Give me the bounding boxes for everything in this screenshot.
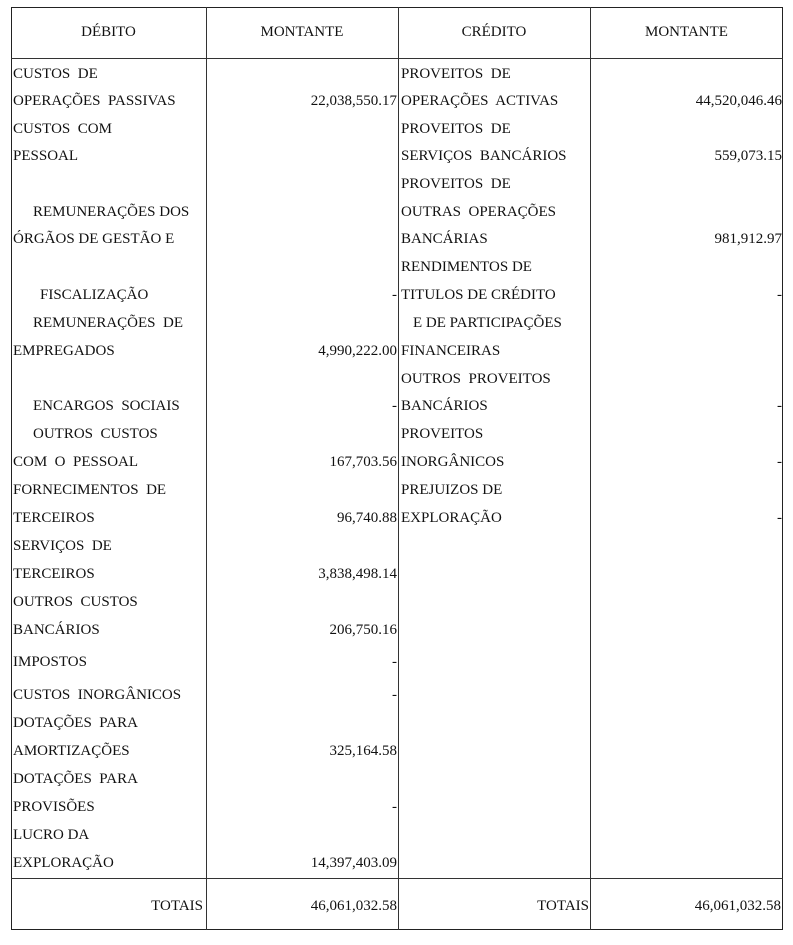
debit-item-line: CUSTOS DE	[13, 66, 98, 82]
debit-item-line: EMPREGADOS	[13, 343, 115, 359]
debit-item-line: FORNECIMENTOS DE	[13, 482, 167, 498]
account-table	[11, 7, 783, 930]
totals-divider	[11, 878, 783, 879]
credit-amount: -	[777, 287, 782, 303]
debit-item-line: REMUNERAÇÕES DE	[33, 315, 184, 331]
debit-amount: 3,838,498.14	[318, 566, 397, 582]
credit-amount: 559,073.15	[714, 148, 783, 164]
debit-item-line: SERVIÇOS DE	[13, 538, 112, 554]
debit-item-line: DOTAÇÕES PARA	[13, 771, 138, 787]
credit-item-line: BANCÁRIAS	[401, 231, 488, 247]
credit-item-line: PROVEITOS	[401, 426, 484, 442]
debit-item-line: ÓRGÃOS DE GESTÃO E	[13, 231, 175, 247]
debit-amount: -	[392, 287, 397, 303]
credit-amount: 44,520,046.46	[695, 93, 782, 109]
header-divider	[11, 58, 783, 59]
debit-item-line: CUSTOS INORGÂNICOS	[13, 687, 182, 703]
credit-item-line: EXPLORAÇÃO	[401, 510, 502, 526]
debit-item-line: OPERAÇÕES PASSIVAS	[13, 93, 176, 109]
debit-item-line: TERCEIROS	[13, 510, 95, 526]
credit-item-line: INORGÂNICOS	[401, 454, 505, 470]
debit-amount: 325,164.58	[329, 743, 398, 759]
credit-amount: -	[777, 398, 782, 414]
debit-item-line: PESSOAL	[13, 148, 79, 164]
debit-amount: 206,750.16	[329, 622, 398, 638]
credit-amount: 981,912.97	[714, 231, 783, 247]
totals-credit-label: TOTAIS	[537, 898, 589, 914]
debit-amount: 4,990,222.00	[318, 343, 397, 359]
credit-item-line: PROVEITOS DE	[401, 176, 511, 192]
credit-item-line: BANCÁRIOS	[401, 398, 488, 414]
debit-item-line: IMPOSTOS	[13, 654, 87, 670]
totals-credit-value: 46,061,032.58	[694, 898, 781, 914]
credit-item-line: TITULOS DE CRÉDITO	[401, 287, 556, 303]
credit-item-line: RENDIMENTOS DE	[401, 259, 532, 275]
credit-item-line: FINANCEIRAS	[401, 343, 501, 359]
debit-item-line: PROVISÕES	[13, 799, 95, 815]
header-debit: DÉBITO	[81, 24, 136, 40]
debit-item-line: FISCALIZAÇÃO	[40, 287, 149, 303]
header-debit-amount: MONTANTE	[260, 24, 344, 40]
credit-item-line: OUTRAS OPERAÇÕES	[401, 204, 557, 220]
debit-amount: -	[392, 799, 397, 815]
debit-amount: 22,038,550.17	[310, 93, 397, 109]
column-divider	[590, 7, 591, 930]
debit-item-line: REMUNERAÇÕES DOS	[33, 204, 190, 220]
debit-item-line: TERCEIROS	[13, 566, 95, 582]
debit-item-line: OUTROS CUSTOS	[13, 594, 138, 610]
debit-item-line: OUTROS CUSTOS	[33, 426, 158, 442]
debit-item-line: DOTAÇÕES PARA	[13, 715, 138, 731]
credit-amount: -	[777, 510, 782, 526]
debit-item-line: EXPLORAÇÃO	[13, 855, 114, 871]
credit-item-line: E DE PARTICIPAÇÕES	[413, 315, 562, 331]
debit-amount: 14,397,403.09	[310, 855, 397, 871]
debit-item-line: COM O PESSOAL	[13, 454, 139, 470]
credit-item-line: OUTROS PROVEITOS	[401, 371, 551, 387]
column-divider	[206, 7, 207, 930]
header-credit: CRÉDITO	[461, 24, 527, 40]
debit-amount: 96,740.88	[337, 510, 397, 526]
debit-amount: -	[392, 687, 397, 703]
credit-amount: -	[777, 454, 782, 470]
debit-amount: 167,703.56	[329, 454, 398, 470]
credit-item-line: PROVEITOS DE	[401, 66, 511, 82]
debit-amount: -	[392, 654, 397, 670]
debit-item-line: AMORTIZAÇÕES	[13, 743, 130, 759]
credit-item-line: SERVIÇOS BANCÁRIOS	[401, 148, 567, 164]
debit-amount: -	[392, 398, 397, 414]
credit-item-line: PREJUIZOS DE	[401, 482, 503, 498]
debit-item-line: ENCARGOS SOCIAIS	[33, 398, 180, 414]
debit-item-line: LUCRO DA	[13, 827, 90, 843]
credit-item-line: OPERAÇÕES ACTIVAS	[401, 93, 559, 109]
totals-debit-label: TOTAIS	[151, 898, 203, 914]
credit-item-line: PROVEITOS DE	[401, 121, 511, 137]
debit-item-line: BANCÁRIOS	[13, 622, 100, 638]
column-divider	[398, 7, 399, 930]
debit-item-line: CUSTOS COM	[13, 121, 112, 137]
header-credit-amount: MONTANTE	[645, 24, 728, 40]
totals-debit-value: 46,061,032.58	[310, 898, 397, 914]
